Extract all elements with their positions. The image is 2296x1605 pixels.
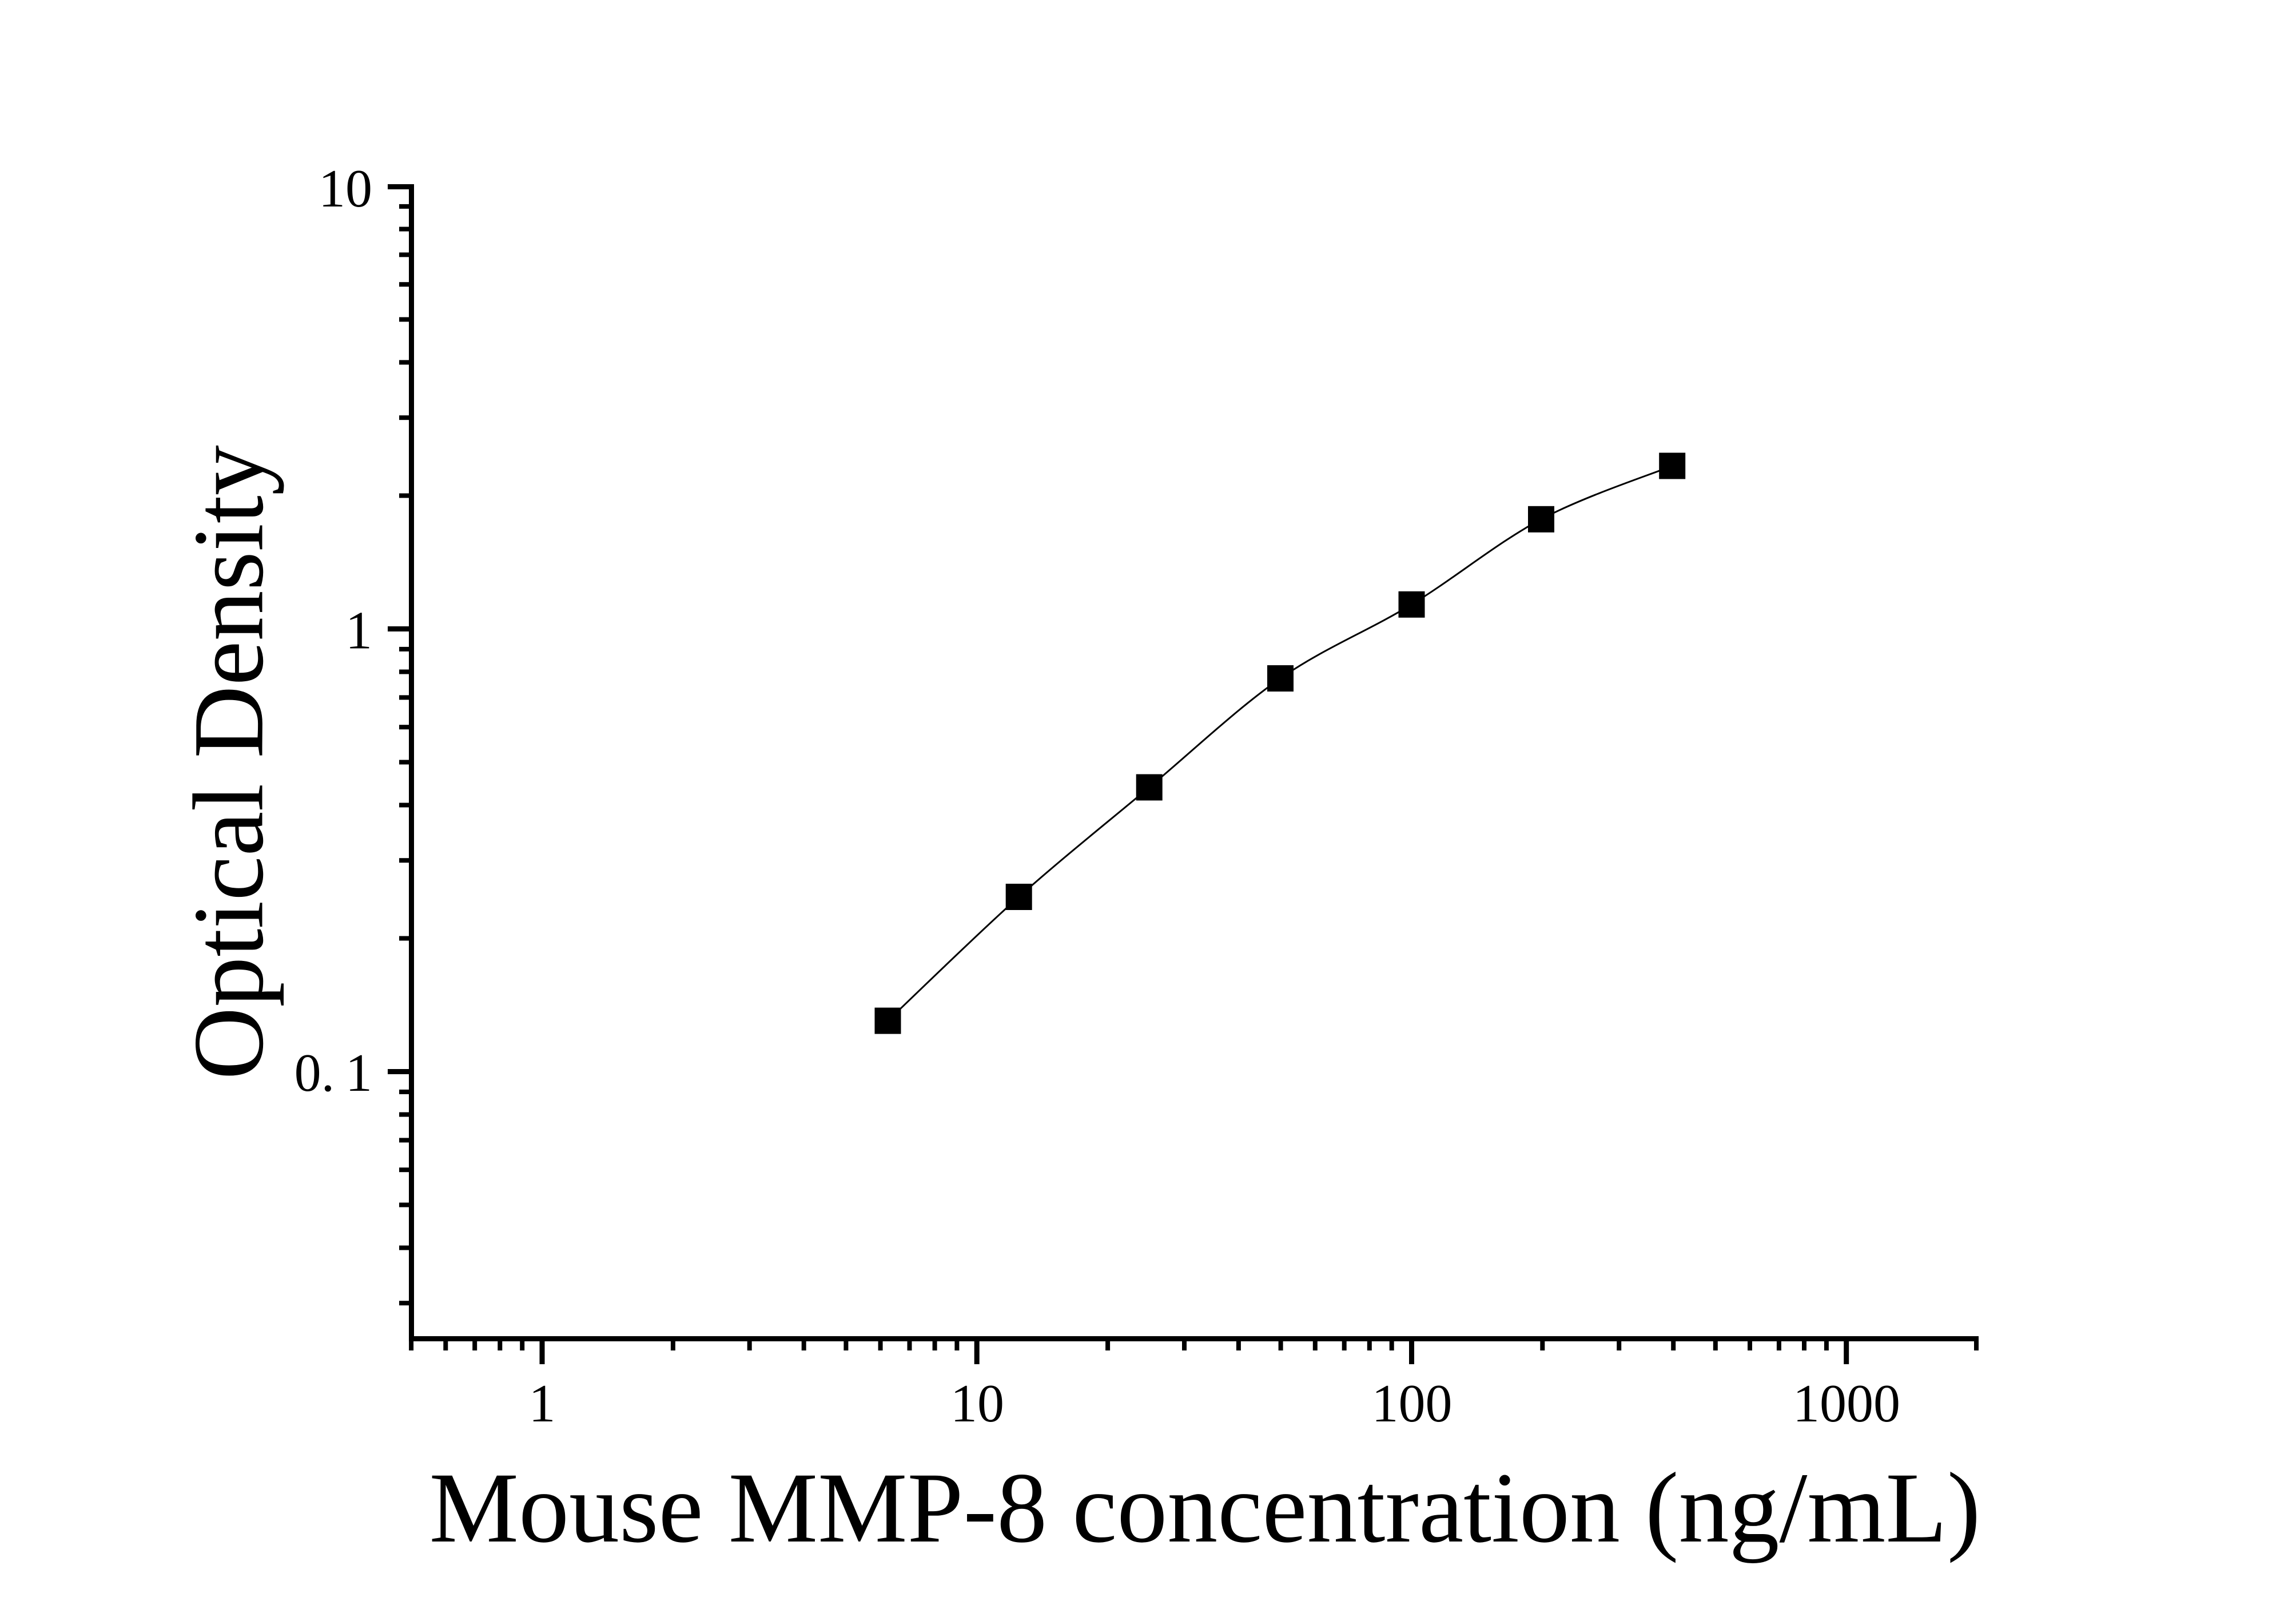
svg-text:1: 1 — [345, 601, 372, 661]
svg-text:10: 10 — [950, 1374, 1004, 1433]
svg-text:10: 10 — [319, 159, 372, 218]
svg-text:Optical Density: Optical Density — [173, 445, 285, 1080]
svg-text:Mouse MMP-8 concentration (ng/: Mouse MMP-8 concentration (ng/mL) — [429, 1452, 1981, 1564]
svg-text:100: 100 — [1372, 1374, 1453, 1433]
svg-text:1000: 1000 — [1793, 1374, 1900, 1433]
svg-text:1: 1 — [529, 1374, 556, 1433]
svg-text:0. 1: 0. 1 — [295, 1043, 372, 1103]
